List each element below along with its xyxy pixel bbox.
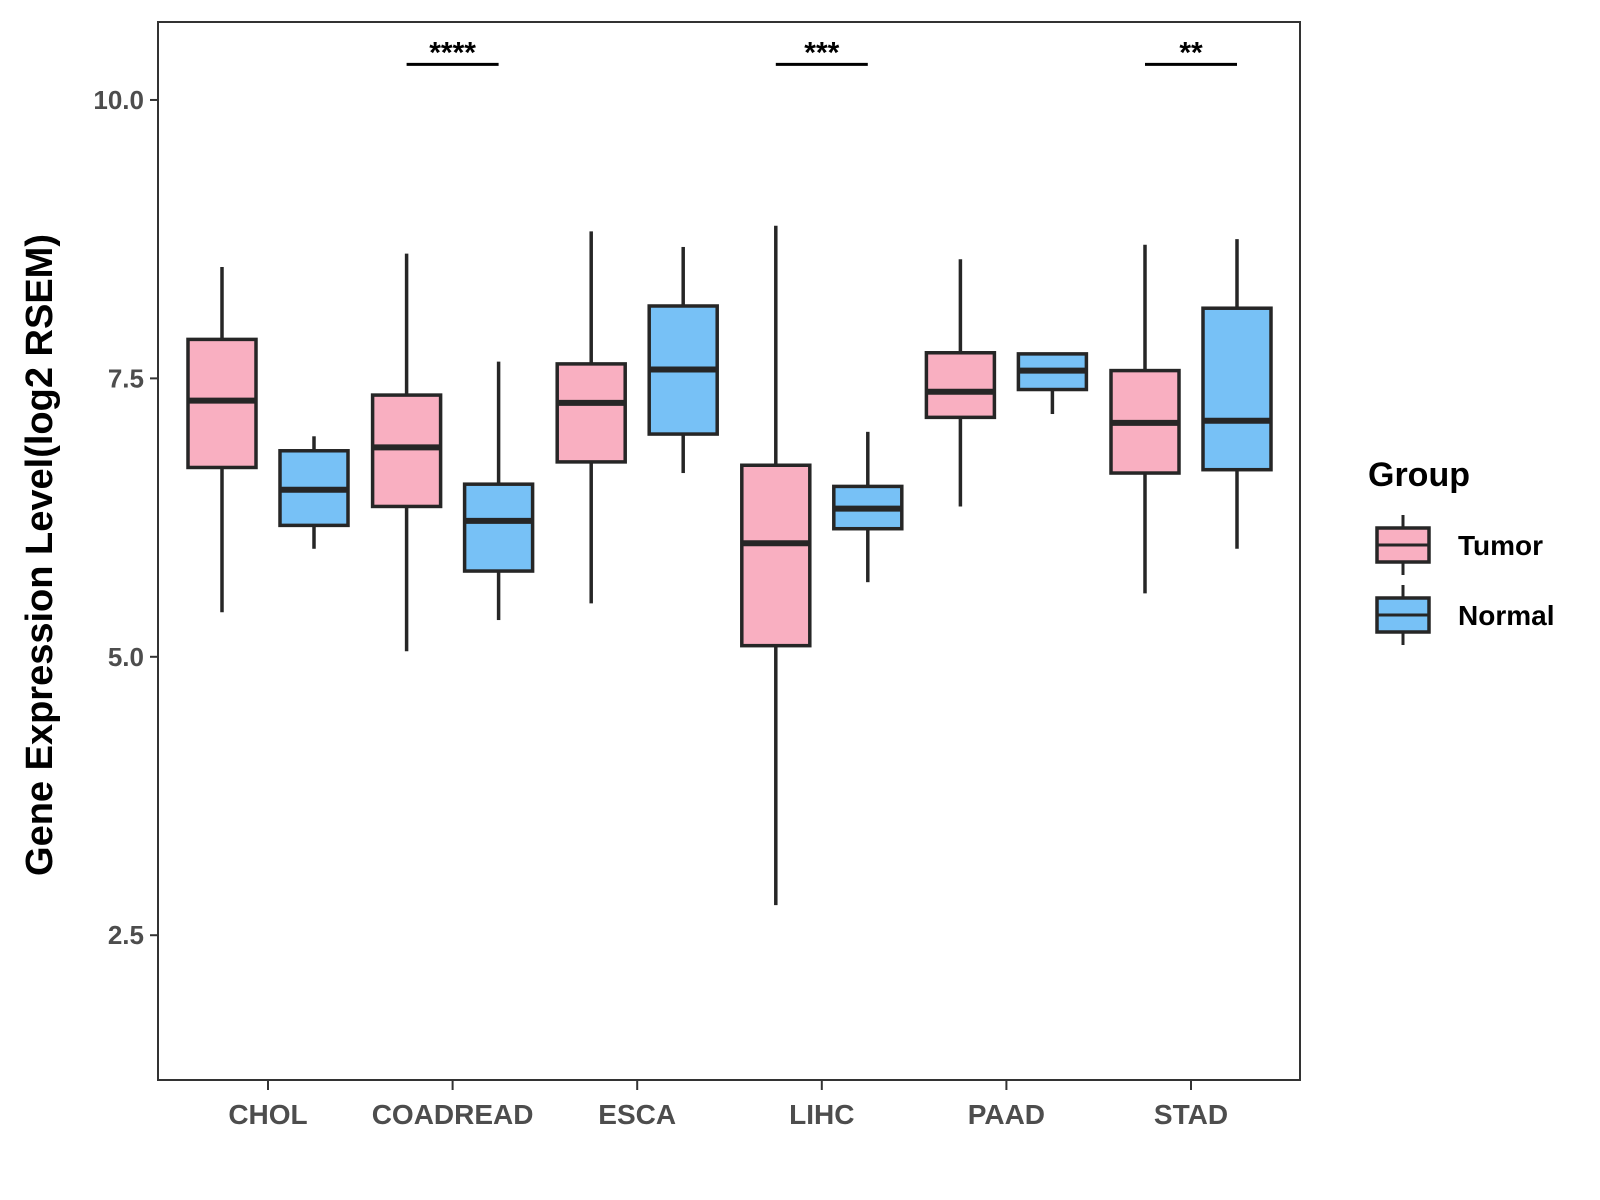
significance-label: **** [429,36,476,69]
x-tick-label-coadread: COADREAD [372,1099,534,1130]
box-normal-paad [1016,352,1089,415]
y-tick-label: 5.0 [108,642,144,672]
box-tumor-lihc [740,225,812,906]
x-tick-label-stad: STAD [1154,1099,1228,1130]
x-tick-label-lihc: LIHC [789,1099,854,1130]
y-tick-label: 2.5 [108,920,144,950]
legend-entry-normal: Normal [1375,585,1554,645]
x-tick-label-esca: ESCA [598,1099,676,1130]
box-normal-coadread [462,361,535,621]
box-body [1201,306,1273,472]
significance-label: *** [804,36,839,69]
box-body [924,351,997,420]
significance-coadread: **** [406,36,499,69]
box-tumor-stad [1109,244,1181,594]
box-normal-esca [647,246,719,474]
plot-panel-border [157,21,1301,1081]
x-tick-label-chol: CHOL [228,1099,307,1130]
x-tick-label-paad: PAAD [968,1099,1045,1130]
significance-label: ** [1179,36,1203,69]
box-body [370,393,443,509]
legend: Group Tumor Normal [1368,456,1554,645]
box-normal-lihc [832,431,904,583]
box-tumor-chol [186,267,258,613]
box-tumor-esca [555,231,627,604]
legend-label-tumor: Tumor [1458,530,1543,561]
box-normal-chol [278,436,350,549]
box-tumor-coadread [370,253,443,652]
legend-entry-tumor: Tumor [1375,515,1543,575]
y-axis-title: Gene Expression Level(log2 RSEM) [19,234,61,876]
box-normal-stad [1201,239,1273,549]
box-body [555,362,627,464]
legend-title: Group [1368,456,1470,494]
y-tick-label: 10.0 [93,85,144,115]
box-body [462,482,535,573]
significance-stad: ** [1145,36,1237,69]
y-tick-label: 7.5 [108,363,144,393]
box-tumor-paad [924,259,997,507]
legend-label-normal: Normal [1458,600,1554,631]
box-body [740,463,812,648]
significance-lihc: *** [775,36,868,69]
